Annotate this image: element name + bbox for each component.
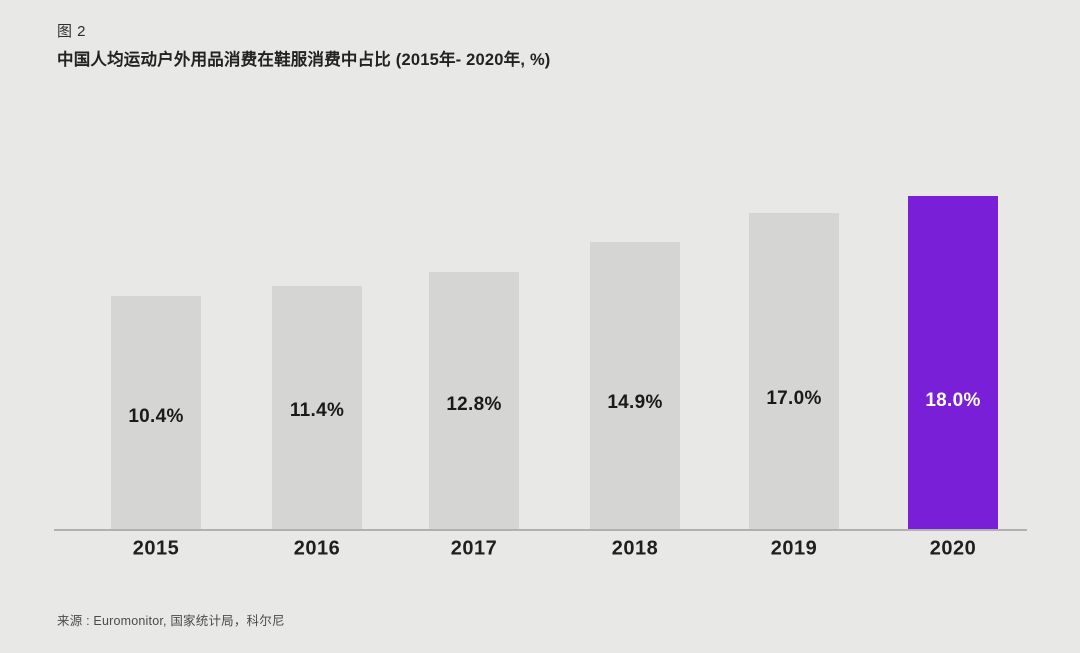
bar-value-label-2018: 14.9% (607, 392, 663, 413)
bar-2020 (908, 196, 998, 529)
bar-value-label-2015: 10.4% (128, 406, 184, 427)
x-tick-label-2017: 2017 (450, 537, 498, 560)
bar-value-label-2017: 12.8% (446, 394, 502, 415)
bar-2019 (749, 213, 839, 529)
source-note: 来源 : Euromonitor, 国家统计局，科尔尼 (57, 614, 285, 628)
x-axis-line (54, 529, 1027, 531)
x-tick-label-2019: 2019 (770, 537, 818, 560)
x-tick-label-2020: 2020 (929, 537, 977, 560)
bar-2018 (590, 242, 680, 529)
bar-value-label-2020: 18.0% (925, 390, 981, 411)
bar-value-label-2016: 11.4% (289, 400, 345, 421)
bar-2017 (429, 272, 519, 529)
figure-label: 图 2 (57, 23, 87, 40)
x-tick-label-2016: 2016 (293, 537, 341, 560)
x-tick-label-2015: 2015 (132, 537, 180, 560)
bar-value-label-2019: 17.0% (766, 388, 822, 409)
bar-2015 (111, 296, 201, 529)
x-tick-label-2018: 2018 (611, 537, 659, 560)
bar-2016 (272, 286, 362, 529)
chart-title: 中国人均运动户外用品消费在鞋服消费中占比 (2015年- 2020年, %) (57, 51, 551, 69)
